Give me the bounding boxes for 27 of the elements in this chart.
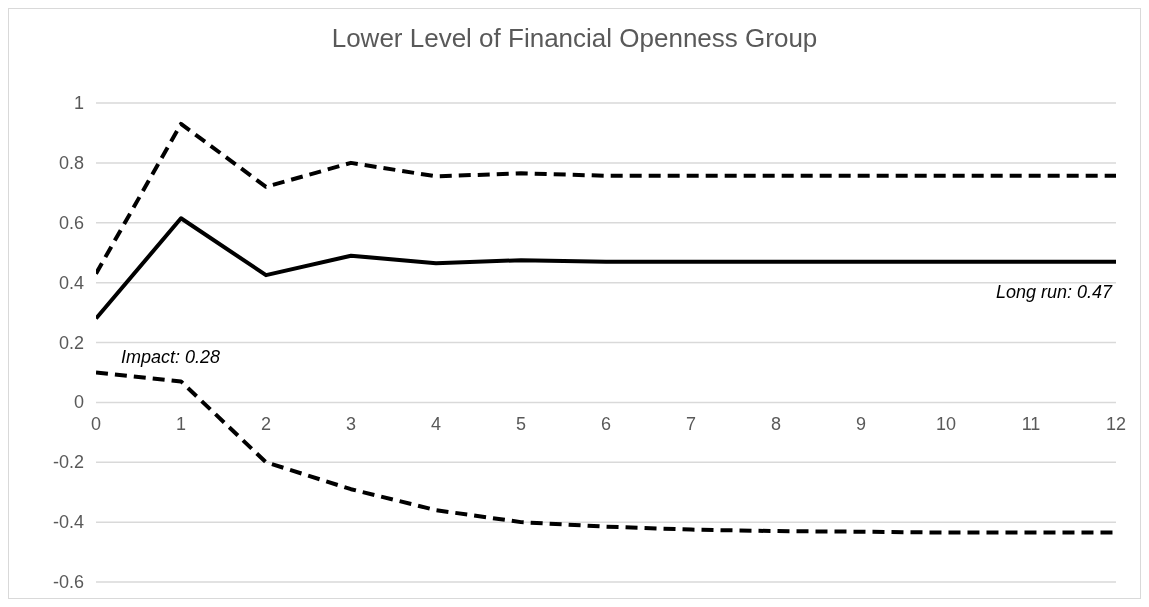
annotation: Long run: 0.47 <box>995 281 1113 302</box>
x-tick-label: 3 <box>345 414 357 435</box>
y-tick-label: -0.4 <box>52 512 84 533</box>
y-tick-label: 0.2 <box>58 332 84 353</box>
y-tick-label: -0.2 <box>52 452 84 473</box>
y-tick-label: 0.4 <box>58 272 84 293</box>
x-tick-label: 5 <box>515 414 527 435</box>
y-tick-label: 1 <box>73 93 84 113</box>
x-tick-label: 12 <box>1105 414 1127 435</box>
y-tick-label: -0.6 <box>52 572 84 592</box>
x-tick-label: 1 <box>175 414 187 435</box>
chart-title: Lower Level of Financial Openness Group <box>330 23 819 54</box>
annotation: Impact: 0.28 <box>121 346 221 367</box>
x-tick-label: 4 <box>430 414 442 435</box>
x-tick-label: 2 <box>260 414 272 435</box>
x-tick-label: 11 <box>1021 414 1041 435</box>
x-tick-label: 8 <box>770 414 782 435</box>
y-tick-label: 0.6 <box>58 212 84 233</box>
y-tick-label: 0 <box>73 392 84 413</box>
x-tick-label: 0 <box>90 414 102 435</box>
x-tick-label: 9 <box>855 414 867 435</box>
line-series <box>96 216 1116 321</box>
line-series <box>96 121 1116 276</box>
x-tick-label: 7 <box>685 414 697 435</box>
x-tick-label: 6 <box>600 414 612 435</box>
x-tick-label: 10 <box>935 414 957 435</box>
y-tick-label: 0.8 <box>58 152 84 173</box>
